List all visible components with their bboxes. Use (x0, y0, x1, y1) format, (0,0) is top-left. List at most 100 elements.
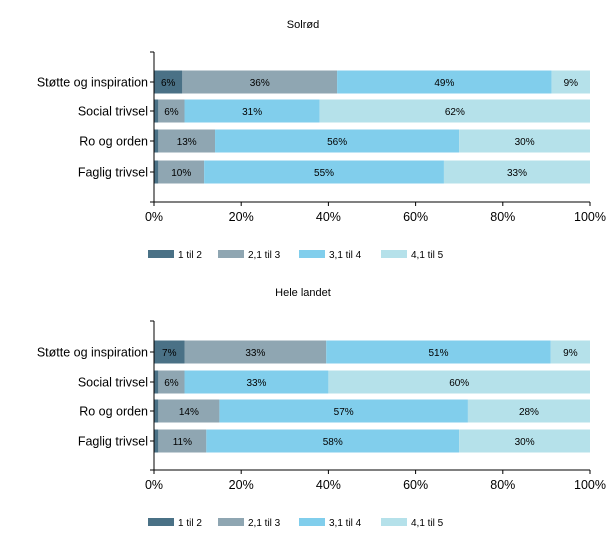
bar-segment (154, 340, 185, 364)
data-label: 60% (449, 378, 469, 389)
chart-title: Solrød (287, 19, 319, 31)
x-tick-label: 20% (229, 210, 254, 224)
x-tick-label: 100% (574, 210, 606, 224)
legend-label: 3,1 til 4 (329, 518, 362, 529)
data-label: 58% (323, 437, 343, 448)
bar-segment (154, 370, 159, 394)
bar-segment (337, 70, 552, 94)
bar-segment (158, 429, 207, 453)
legend-label: 1 til 2 (178, 250, 202, 261)
legend-swatch (218, 518, 244, 526)
bar-segment (319, 99, 590, 123)
bar-segment (154, 70, 183, 94)
bar-segment (551, 70, 590, 94)
legend-swatch (148, 518, 174, 526)
x-tick-label: 80% (490, 210, 515, 224)
legend-swatch (299, 250, 325, 258)
bar-segment (215, 129, 460, 153)
bar-segment (154, 399, 159, 423)
category-label: Faglig trivsel (78, 166, 148, 180)
data-label: 11% (173, 437, 192, 448)
bar-segment (467, 399, 590, 423)
data-label: 31% (242, 107, 262, 118)
data-label: 30% (515, 137, 535, 148)
bar-segment (443, 160, 590, 184)
data-label: 6% (161, 78, 176, 89)
legend-label: 1 til 2 (178, 518, 202, 529)
category-label: Støtte og inspiration (37, 76, 148, 90)
bar-segment (158, 370, 185, 394)
chart-panel-1: Solrød 6% 36% 49% 9% 6% 31% 62% 13% 56% 30% 10% 55% 3… (37, 19, 606, 261)
x-tick-label: 0% (145, 210, 163, 224)
category-label: Ro og orden (79, 405, 148, 419)
legend-swatch (381, 518, 407, 526)
category-label: Støtte og inspiration (37, 346, 148, 360)
x-tick-label: 80% (490, 478, 515, 492)
data-label: 10% (171, 168, 191, 179)
data-label: 36% (250, 78, 270, 89)
x-tick-label: 40% (316, 210, 341, 224)
legend-swatch (381, 250, 407, 258)
legend-label: 3,1 til 4 (329, 250, 362, 261)
data-label: 62% (445, 107, 465, 118)
x-tick-label: 60% (403, 210, 428, 224)
data-label: 55% (314, 168, 334, 179)
legend-swatch (148, 250, 174, 258)
legend-swatch (218, 250, 244, 258)
bar-segment (154, 429, 159, 453)
bar-segment (204, 160, 444, 184)
legend-label: 4,1 til 5 (411, 518, 444, 529)
chart-panel-2: Hele landet 7% 33% 51% 9% 6% 33% 60% 14% 57% 28% 11… (37, 287, 606, 529)
data-label: 57% (334, 407, 354, 418)
data-label: 6% (164, 107, 179, 118)
bar-segment (182, 70, 338, 94)
bar-segment (219, 399, 468, 423)
x-tick-label: 20% (229, 478, 254, 492)
x-tick-label: 0% (145, 478, 163, 492)
data-label: 33% (507, 168, 527, 179)
bar-segment (184, 99, 320, 123)
data-label: 51% (428, 348, 448, 359)
bar-segment (158, 160, 205, 184)
category-label: Social trivsel (78, 105, 148, 119)
data-label: 56% (327, 137, 347, 148)
data-label: 9% (563, 348, 578, 359)
bar-segment (459, 429, 590, 453)
legend-label: 2,1 til 3 (248, 518, 281, 529)
bar-segment (154, 160, 159, 184)
data-label: 7% (162, 348, 177, 359)
data-label: 33% (246, 378, 266, 389)
data-label: 14% (179, 407, 199, 418)
data-label: 9% (564, 78, 579, 89)
bar-segment (158, 399, 220, 423)
bar-segment (459, 129, 590, 153)
category-label: Faglig trivsel (78, 435, 148, 449)
bar-segment (184, 340, 327, 364)
bar-segment (158, 129, 216, 153)
data-label: 33% (245, 348, 265, 359)
data-label: 6% (164, 378, 179, 389)
category-label: Ro og orden (79, 135, 148, 149)
x-tick-label: 60% (403, 478, 428, 492)
data-label: 28% (519, 407, 539, 418)
bar-segment (326, 340, 551, 364)
legend-swatch (299, 518, 325, 526)
legend-label: 4,1 til 5 (411, 250, 444, 261)
bar-segment (184, 370, 329, 394)
category-label: Social trivsel (78, 376, 148, 390)
bar-segment (328, 370, 590, 394)
x-tick-label: 100% (574, 478, 606, 492)
bar-segment (154, 99, 159, 123)
bar-segment (154, 129, 159, 153)
bar-segment (158, 99, 185, 123)
chart-title: Hele landet (275, 287, 331, 299)
bar-segment (550, 340, 590, 364)
data-label: 13% (177, 137, 197, 148)
data-label: 30% (515, 437, 535, 448)
data-label: 49% (434, 78, 454, 89)
bar-segment (206, 429, 460, 453)
legend-label: 2,1 til 3 (248, 250, 281, 261)
x-tick-label: 40% (316, 478, 341, 492)
